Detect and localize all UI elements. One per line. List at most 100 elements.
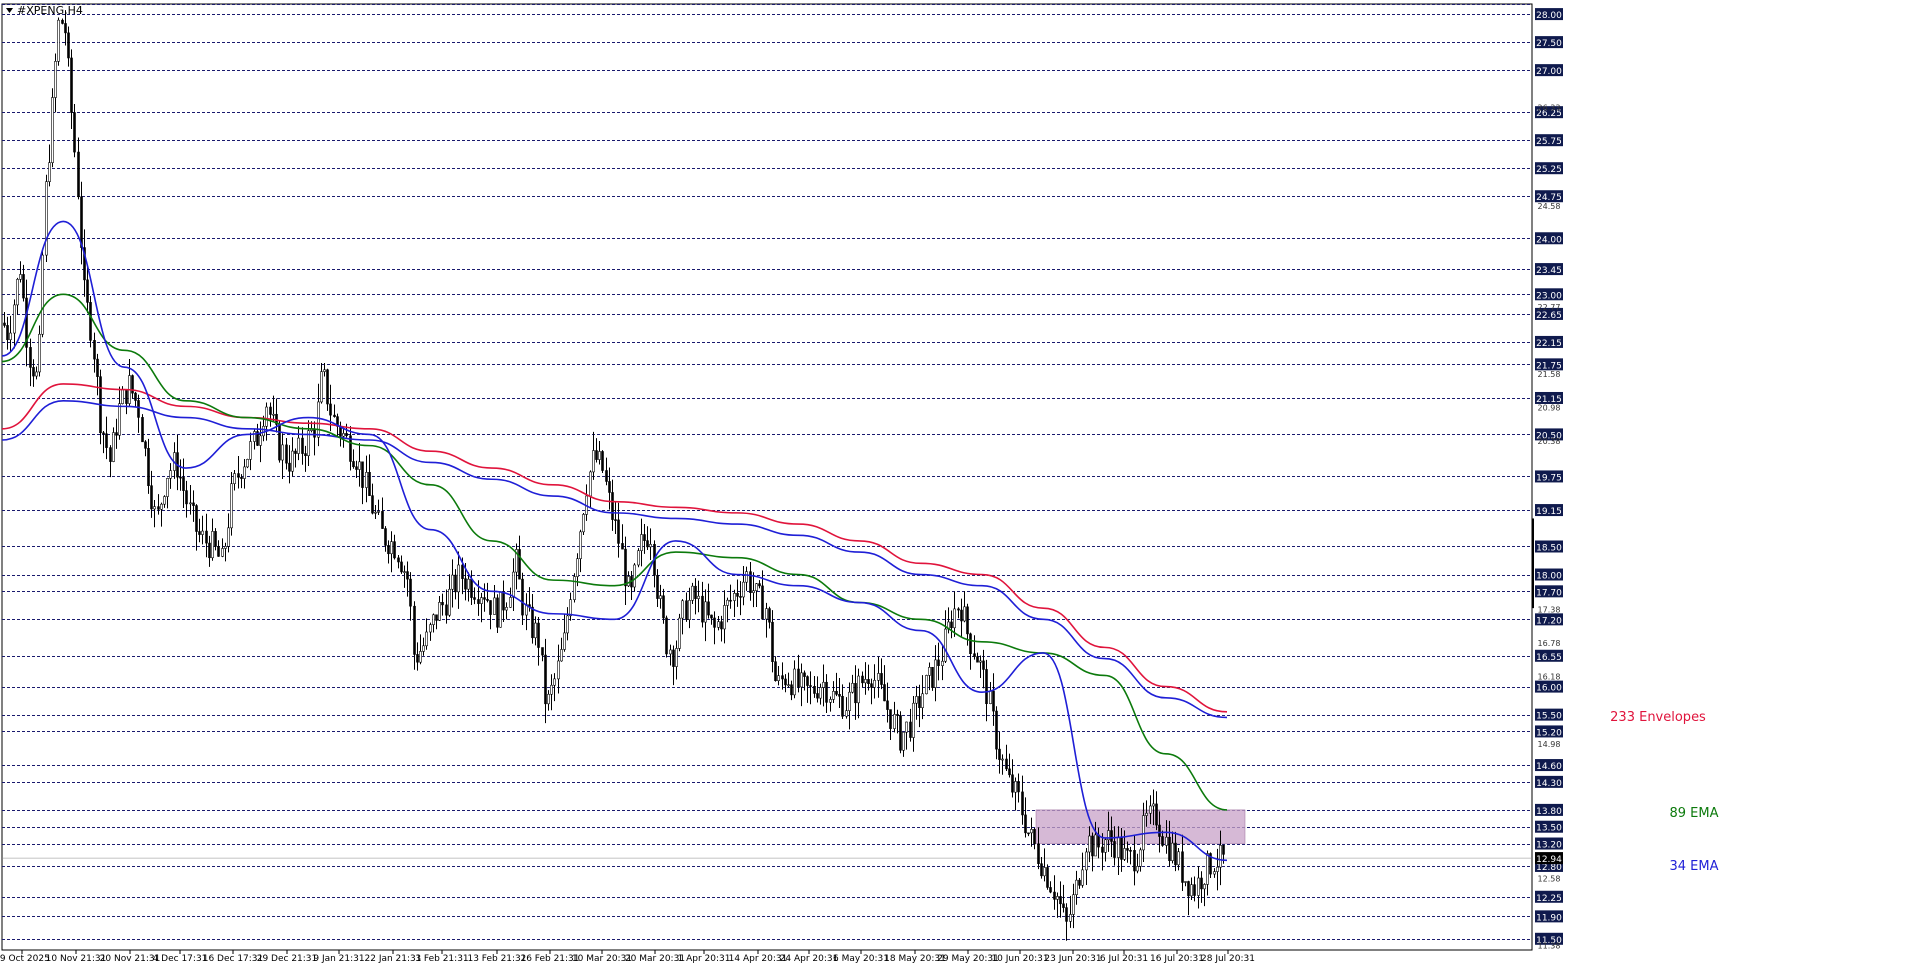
candle-body bbox=[697, 595, 700, 599]
x-tick-label: 4 Dec 17:31 bbox=[153, 954, 208, 963]
candle-body bbox=[662, 595, 665, 619]
price-label: 25.25 bbox=[1536, 165, 1562, 175]
price-label: 27.50 bbox=[1536, 39, 1562, 49]
candle-body bbox=[349, 435, 352, 462]
price-label: 13.20 bbox=[1536, 841, 1562, 851]
candle-body bbox=[416, 654, 419, 663]
candle-body bbox=[1117, 836, 1120, 858]
candle-body bbox=[483, 597, 486, 600]
candle-body bbox=[553, 678, 556, 686]
candle-body bbox=[870, 683, 873, 688]
candle-body bbox=[19, 274, 22, 280]
indicator-lines bbox=[1, 220, 1228, 862]
candle-body bbox=[358, 461, 361, 470]
price-label-box bbox=[1535, 932, 1563, 945]
x-tick-label: 23 Jun 20:31 bbox=[1044, 954, 1101, 963]
candle-body bbox=[163, 496, 166, 505]
candle-body bbox=[589, 471, 592, 497]
candle-body bbox=[246, 459, 249, 468]
candle-body bbox=[278, 424, 281, 461]
candle-body bbox=[105, 433, 108, 448]
candle-body bbox=[451, 574, 454, 590]
candle-body bbox=[109, 447, 112, 462]
candle-body bbox=[1168, 836, 1171, 861]
candle-body bbox=[928, 667, 931, 676]
candle-body bbox=[461, 564, 464, 579]
candle-body bbox=[102, 432, 105, 435]
candle-body bbox=[329, 403, 332, 416]
candle-body bbox=[845, 710, 848, 717]
price-label: 15.20 bbox=[1536, 728, 1562, 738]
candle-body bbox=[224, 546, 227, 549]
candle-body bbox=[409, 578, 412, 607]
candle-body bbox=[992, 690, 995, 712]
candle-body bbox=[441, 602, 444, 606]
candle-body bbox=[320, 371, 323, 403]
candle-body bbox=[477, 599, 480, 604]
candle-body bbox=[454, 574, 457, 593]
candle-body bbox=[835, 691, 838, 695]
candle-body bbox=[669, 649, 672, 655]
price-label: 25.75 bbox=[1536, 137, 1562, 147]
ema34-line bbox=[1, 220, 1228, 862]
candle-body bbox=[880, 673, 883, 685]
price-label-box bbox=[1535, 680, 1563, 693]
candle-body bbox=[6, 325, 9, 341]
candle-body bbox=[768, 608, 771, 623]
candle-body bbox=[941, 660, 944, 666]
candle-body bbox=[838, 694, 841, 697]
candle-body bbox=[1075, 879, 1078, 896]
price-tick: 11.38 bbox=[1538, 942, 1561, 951]
price-label: 13.80 bbox=[1536, 807, 1562, 817]
chart-title: #XPENG,H4 bbox=[17, 4, 83, 17]
price-tick: 22.77 bbox=[1538, 303, 1561, 312]
candle-body bbox=[864, 679, 867, 684]
candle-body bbox=[1078, 879, 1081, 886]
candle-body bbox=[774, 661, 777, 681]
candle-body bbox=[326, 369, 329, 405]
candle-body bbox=[982, 660, 985, 670]
candle-body bbox=[608, 481, 611, 493]
price-label: 17.20 bbox=[1536, 616, 1562, 626]
candle-body bbox=[966, 606, 969, 635]
candle-body bbox=[973, 653, 976, 657]
price-label: 11.50 bbox=[1536, 936, 1562, 946]
candle-body bbox=[1030, 829, 1033, 834]
candle-body bbox=[342, 433, 345, 437]
candle-body bbox=[371, 495, 374, 514]
chevron-down-icon[interactable] bbox=[6, 8, 13, 13]
price-label-box bbox=[1535, 335, 1563, 348]
candle-body bbox=[499, 591, 502, 628]
candle-body bbox=[976, 656, 979, 663]
candle-body bbox=[317, 401, 320, 438]
price-label-box bbox=[1535, 106, 1563, 119]
candle-body bbox=[957, 608, 960, 611]
candle-body bbox=[211, 531, 214, 559]
candle-body bbox=[541, 647, 544, 656]
candle-body bbox=[1142, 815, 1145, 851]
candle-body bbox=[192, 502, 195, 506]
candle-body bbox=[381, 511, 384, 529]
candle-body bbox=[157, 506, 160, 510]
candle-body bbox=[51, 97, 54, 163]
candle-body bbox=[179, 476, 182, 479]
candle-body bbox=[262, 425, 265, 437]
candle-body bbox=[201, 530, 204, 535]
x-tick-label: 14 Apr 20:31 bbox=[729, 954, 788, 963]
candle-body bbox=[265, 406, 268, 427]
price-label: 21.75 bbox=[1536, 361, 1562, 371]
x-tick-label: 9 Jan 21:31 bbox=[313, 954, 364, 963]
candle-body bbox=[249, 441, 252, 460]
candle-body bbox=[182, 477, 185, 491]
candle-body bbox=[237, 473, 240, 478]
candle-body bbox=[285, 444, 288, 464]
candle-body bbox=[979, 660, 982, 663]
candle-body bbox=[822, 681, 825, 688]
candle-layer bbox=[3, 10, 1225, 941]
price-label-box bbox=[1535, 540, 1563, 553]
price-label-box bbox=[1535, 504, 1563, 517]
candle-body bbox=[825, 681, 828, 703]
candle-body bbox=[150, 485, 153, 510]
